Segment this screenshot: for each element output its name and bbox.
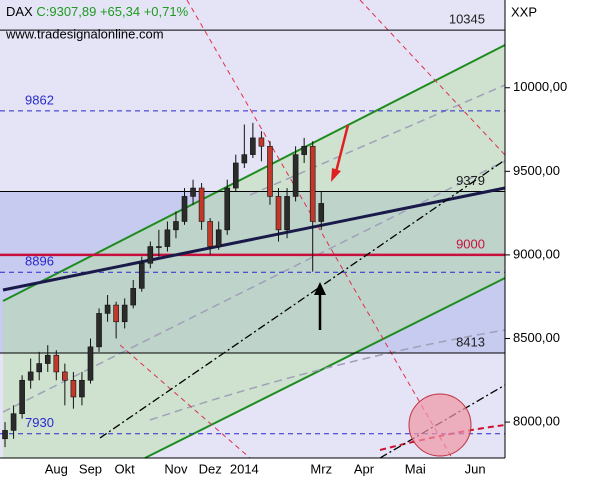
annotations <box>314 124 472 457</box>
trend-dashdot <box>99 159 506 439</box>
candle-body <box>79 379 85 398</box>
candle-body <box>301 145 307 155</box>
candle-body <box>215 229 222 247</box>
candle-body <box>232 162 239 189</box>
candle-body <box>309 145 316 222</box>
y-tick-label: 10000,00 <box>513 79 567 94</box>
candle-body <box>267 145 273 197</box>
red-arrow <box>334 124 350 173</box>
candle-body <box>36 363 43 373</box>
trend-dashed <box>249 84 506 196</box>
x-tick-label: Dez <box>199 461 222 476</box>
candle-body <box>173 221 179 231</box>
candle-body <box>207 221 213 247</box>
level-label: 10345 <box>449 12 485 27</box>
quote: C:9307,89 +65,34 +0,71% <box>36 4 188 19</box>
level-label: 7930 <box>25 415 54 430</box>
candle-body <box>224 187 231 231</box>
axis-label: XXP <box>511 4 537 19</box>
x-tick-label: Nov <box>164 461 188 476</box>
candle-body <box>292 154 299 197</box>
candle-body <box>156 246 162 248</box>
candle-body <box>258 137 265 147</box>
candle-body <box>164 229 171 247</box>
levels: 10345 9862 9379 9000 8896 8413 7930 <box>0 12 505 435</box>
black-arrow-head <box>314 282 326 295</box>
level-label: 9000 <box>456 236 485 251</box>
x-tick-label: Mrz <box>310 461 332 476</box>
candle-body <box>87 346 94 381</box>
level-label: 9379 <box>456 173 485 188</box>
candle-body <box>27 371 34 381</box>
header: DAX C:9307,89 +65,34 +0,71% <box>6 4 189 19</box>
candle-body <box>181 196 188 222</box>
highlight-circle <box>408 393 472 457</box>
channel-mid <box>2 160 506 413</box>
red-arrow-head <box>331 168 341 182</box>
trend-dashed <box>149 329 506 421</box>
channel-upper <box>2 44 506 302</box>
trend-overlay <box>2 0 506 459</box>
candle-body <box>138 262 145 289</box>
candle-body <box>62 371 68 381</box>
x-tick-label: Aug <box>45 461 68 476</box>
red-diagonal <box>119 344 251 459</box>
x-tick-label: Mai <box>405 461 426 476</box>
level-label: 8896 <box>25 254 54 269</box>
y-tick-label: 8000,00 <box>513 413 560 428</box>
candle-body <box>19 379 25 415</box>
candle-body <box>96 313 102 348</box>
candle-body <box>284 196 290 231</box>
y-tick-label: 8500,00 <box>513 330 560 345</box>
candle-body <box>241 154 248 164</box>
candle-body <box>130 288 137 306</box>
channel <box>3 45 505 458</box>
candle-body <box>121 304 128 323</box>
level-label: 8413 <box>456 334 485 349</box>
candle-body <box>147 246 154 264</box>
candle-body <box>275 196 282 231</box>
x-tick-label: Sep <box>79 461 102 476</box>
trend-lines <box>2 159 506 459</box>
y-tick-label: 9000,00 <box>513 246 560 261</box>
x-tick-label: Okt <box>115 461 136 476</box>
candle-body <box>2 430 8 440</box>
level-label: 9862 <box>25 92 54 107</box>
candle-body <box>70 379 77 398</box>
chart-title: DAX <box>6 4 33 19</box>
candle-body <box>10 413 17 431</box>
x-tick-label: 2014 <box>230 461 259 476</box>
red-diagonal <box>186 0 453 459</box>
candle-body <box>250 137 256 155</box>
red-curve <box>379 424 506 451</box>
candles <box>2 122 325 448</box>
candle-body <box>318 203 325 222</box>
candle-body <box>198 187 205 222</box>
x-tick-label: Jun <box>465 461 486 476</box>
candle-body <box>44 354 51 364</box>
x-tick-label: Apr <box>354 461 375 476</box>
watermark: www.tradesignalonline.com <box>5 26 164 41</box>
trend-thick <box>2 186 506 292</box>
y-tick-label: 9500,00 <box>513 163 560 178</box>
candle-body <box>104 304 111 314</box>
candle-body <box>53 354 60 373</box>
axes: 8000,00 8500,00 9000,00 9500,00 10000,00 Aug S… <box>45 79 568 476</box>
candle-body <box>190 187 196 197</box>
candle-body <box>113 304 119 323</box>
